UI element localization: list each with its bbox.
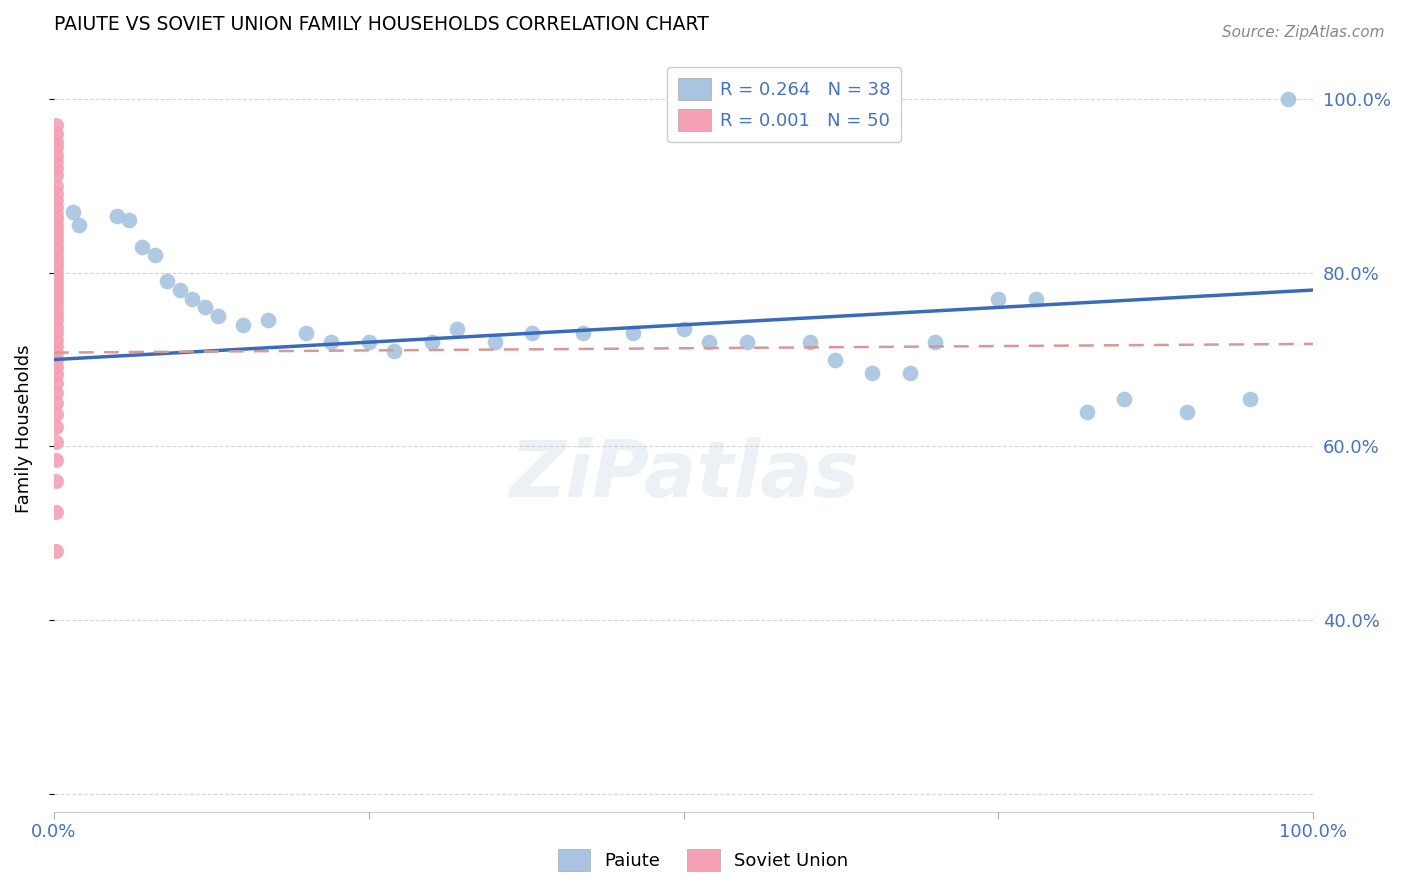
Point (45, 224, 67, 238)
Point (45, 359, 67, 374)
Text: ZiPatlas: ZiPatlas (509, 437, 859, 513)
Legend: Paiute, Soviet Union: Paiute, Soviet Union (550, 842, 856, 879)
Point (294, 326, 316, 341)
Point (446, 322, 468, 336)
Point (105, 209, 128, 223)
Point (45, 326, 67, 341)
Point (862, 366, 884, 380)
Point (45, 186, 67, 200)
Text: Source: ZipAtlas.com: Source: ZipAtlas.com (1222, 25, 1385, 40)
Point (45, 505, 67, 519)
Point (181, 292, 204, 306)
Point (924, 335, 946, 350)
Point (45, 271, 67, 285)
Point (118, 213, 141, 227)
Point (45, 301, 67, 316)
Point (45, 261, 67, 276)
Point (45, 339, 67, 353)
Point (45, 148, 67, 162)
Point (45, 475, 67, 489)
Point (45, 218, 67, 232)
Point (257, 313, 280, 327)
Point (62, 204, 84, 219)
Point (45, 376, 67, 390)
Point (45, 169, 67, 183)
Point (522, 326, 544, 341)
Point (45, 161, 67, 176)
Point (45, 200, 67, 214)
Legend: R = 0.264   N = 38, R = 0.001   N = 50: R = 0.264 N = 38, R = 0.001 N = 50 (668, 67, 901, 142)
Point (131, 239, 153, 253)
Point (45, 307, 67, 321)
Point (45, 139, 67, 153)
Y-axis label: Family Households: Family Households (15, 345, 32, 513)
Point (45, 407, 67, 421)
Point (357, 335, 380, 350)
Point (420, 335, 443, 350)
Point (319, 335, 342, 350)
Point (1076, 405, 1098, 419)
Point (45, 118, 67, 132)
Point (987, 292, 1010, 306)
Point (45, 244, 67, 259)
Point (45, 333, 67, 347)
Point (824, 352, 846, 367)
Point (45, 543, 67, 558)
Point (45, 452, 67, 467)
Point (45, 211, 67, 226)
Point (672, 322, 695, 336)
Point (45, 295, 67, 310)
Point (45, 235, 67, 249)
Point (45, 319, 67, 334)
Point (45, 239, 67, 253)
Point (572, 326, 595, 341)
Point (45, 193, 67, 207)
Point (1277, 92, 1299, 106)
Point (45, 256, 67, 270)
Point (169, 283, 191, 297)
Point (45, 283, 67, 297)
Point (382, 343, 405, 358)
Point (45, 435, 67, 450)
Point (45, 277, 67, 292)
Point (45, 345, 67, 359)
Point (1239, 392, 1261, 406)
Text: PAIUTE VS SOVIET UNION FAMILY HOUSEHOLDS CORRELATION CHART: PAIUTE VS SOVIET UNION FAMILY HOUSEHOLDS… (53, 15, 709, 34)
Point (45, 385, 67, 400)
Point (45, 178, 67, 193)
Point (735, 335, 758, 350)
Point (898, 366, 921, 380)
Point (621, 326, 644, 341)
Point (45, 127, 67, 141)
Point (45, 313, 67, 327)
Point (45, 352, 67, 367)
Point (1114, 392, 1136, 406)
Point (1175, 405, 1198, 419)
Point (45, 251, 67, 265)
Point (45, 420, 67, 434)
Point (194, 301, 217, 315)
Point (1025, 292, 1047, 306)
Point (45, 135, 67, 149)
Point (45, 368, 67, 382)
Point (156, 274, 179, 288)
Point (45, 229, 67, 244)
Point (484, 335, 506, 350)
Point (45, 267, 67, 281)
Point (799, 335, 821, 350)
Point (232, 318, 254, 332)
Point (143, 248, 166, 262)
Point (207, 309, 229, 323)
Point (67, 218, 90, 232)
Point (697, 335, 720, 350)
Point (45, 396, 67, 410)
Point (45, 289, 67, 303)
Point (45, 154, 67, 169)
Point (45, 206, 67, 220)
